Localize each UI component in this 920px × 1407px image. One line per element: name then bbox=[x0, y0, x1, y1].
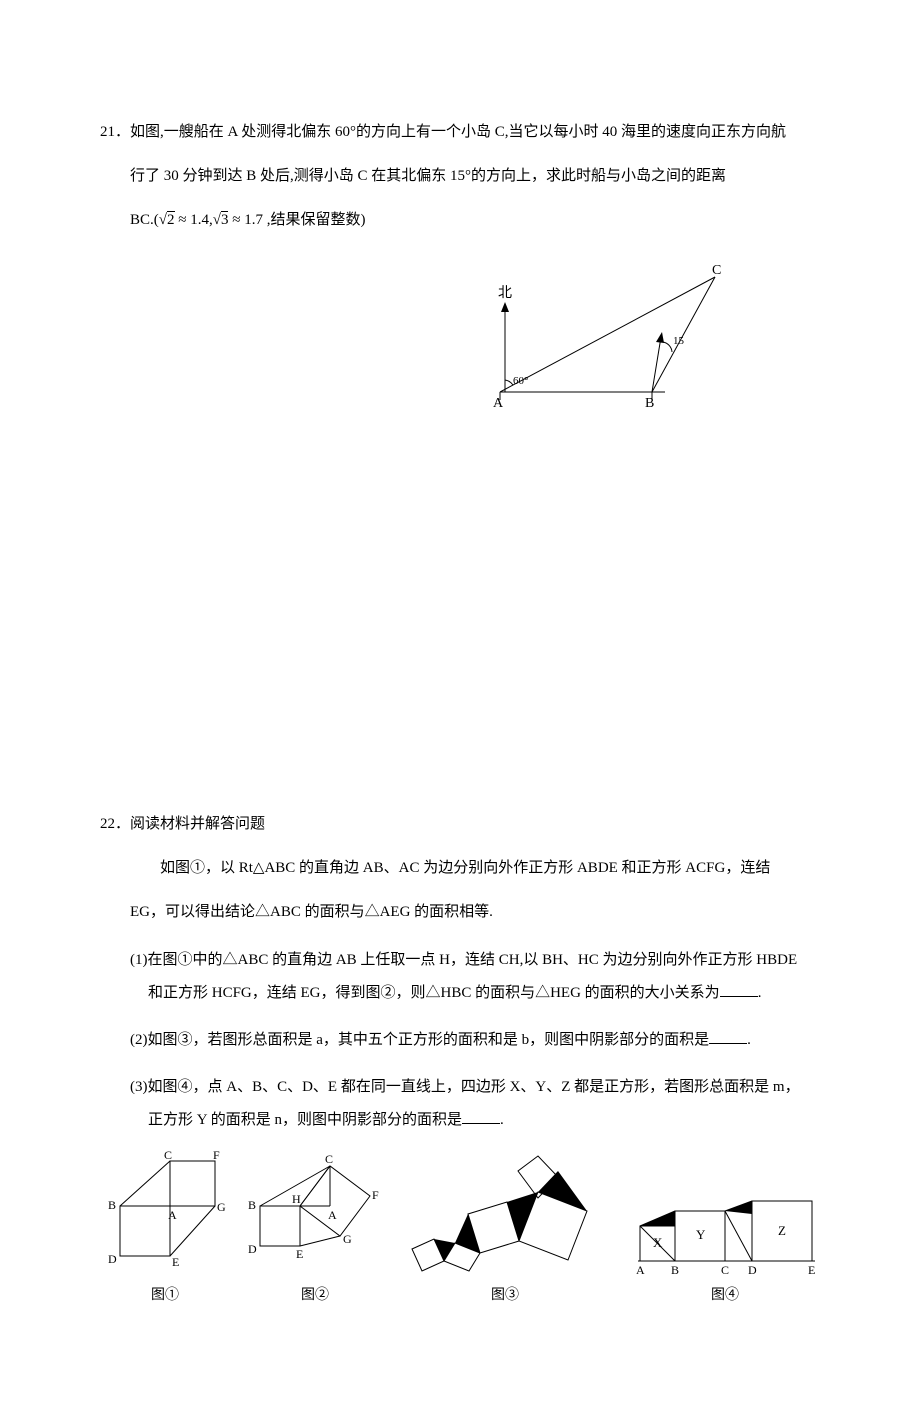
A-label: A bbox=[493, 396, 504, 411]
figure-2: B H A C F G D E 图② bbox=[240, 1151, 390, 1307]
blank-1[interactable] bbox=[720, 979, 758, 997]
p22-intro2: EG，可以得出结论△ABC 的面积与△AEG 的面积相等. bbox=[130, 900, 820, 924]
p22-sub3-suffix: . bbox=[500, 1112, 504, 1128]
p22-sub2-wrap: (2)如图③，若图形总面积是 a，其中五个正方形的面积和是 b，则图中阴影部分的… bbox=[130, 1024, 820, 1057]
svg-text:A: A bbox=[636, 1263, 645, 1277]
p21-svg: 北 C A B 60° 15 bbox=[480, 252, 740, 412]
svg-text:E: E bbox=[808, 1263, 815, 1277]
p21-l3-prefix: BC.( bbox=[130, 212, 159, 228]
p21-figure: 北 C A B 60° 15 bbox=[480, 252, 820, 412]
p21-formula-b: √3 ≈ 1.7 bbox=[213, 211, 263, 228]
p21-line1: 如图,一艘船在 A 处测得北偏东 60°的方向上有一个小岛 C,当它以每小时 4… bbox=[130, 124, 786, 140]
p21-formula-a: √2 ≈ 1.4, bbox=[159, 211, 213, 228]
p22-figure-row: C F B A G D E 图① bbox=[100, 1151, 820, 1307]
fig2-label: 图② bbox=[301, 1285, 329, 1307]
p21-l3-suffix: ,结果保留整数) bbox=[263, 212, 366, 228]
figure-3: 图③ bbox=[400, 1151, 610, 1307]
p21-text: 21．如图,一艘船在 A 处测得北偏东 60°的方向上有一个小岛 C,当它以每小… bbox=[100, 120, 820, 144]
fig4-label: 图④ bbox=[711, 1285, 739, 1307]
p22-sub2-suffix: . bbox=[747, 1032, 751, 1048]
p22-sub1a: (1)在图①中的△ABC 的直角边 AB 上任取一点 H，连结 CH,以 BH、… bbox=[130, 944, 820, 977]
svg-text:H: H bbox=[292, 1192, 301, 1206]
svg-text:B: B bbox=[671, 1263, 679, 1277]
figure-4: X Y Z A B C D E 图④ bbox=[620, 1161, 830, 1307]
svg-text:G: G bbox=[217, 1200, 226, 1214]
svg-text:C: C bbox=[325, 1152, 333, 1166]
p22-sub1-suffix: . bbox=[758, 985, 762, 1001]
p22-sub3b-wrap: 正方形 Y 的面积是 n，则图中阴影部分的面积是. bbox=[130, 1104, 820, 1137]
svg-text:A: A bbox=[168, 1208, 177, 1222]
p22-sub1b: 和正方形 HCFG，连结 EG，得到图②，则△HBC 的面积与△HEG 的面积的… bbox=[148, 985, 720, 1001]
svg-text:Y: Y bbox=[696, 1227, 706, 1242]
angle15-label: 15 bbox=[673, 335, 685, 347]
p21-line3-wrap: BC.(√2 ≈ 1.4,√3 ≈ 1.7 ,结果保留整数) bbox=[100, 208, 820, 232]
blank-2[interactable] bbox=[709, 1026, 747, 1044]
p22-intro1: 如图①，以 Rt△ABC 的直角边 AB、AC 为边分别向外作正方形 ABDE … bbox=[130, 856, 820, 880]
svg-text:E: E bbox=[172, 1255, 179, 1269]
svg-text:X: X bbox=[653, 1235, 663, 1250]
problem-22: 22．阅读材料并解答问题 如图①，以 Rt△ABC 的直角边 AB、AC 为边分… bbox=[100, 812, 820, 1307]
svg-text:D: D bbox=[108, 1252, 117, 1266]
angle60-label: 60° bbox=[513, 375, 528, 387]
fig3-label: 图③ bbox=[491, 1285, 519, 1307]
figure-1: C F B A G D E 图① bbox=[100, 1151, 230, 1307]
p22-sub2: (2)如图③，若图形总面积是 a，其中五个正方形的面积和是 b，则图中阴影部分的… bbox=[130, 1032, 709, 1048]
p22-sub1b-wrap: 和正方形 HCFG，连结 EG，得到图②，则△HBC 的面积与△HEG 的面积的… bbox=[130, 977, 820, 1010]
p21-line2: 行了 30 分钟到达 B 处后,测得小岛 C 在其北偏东 15°的方向上，求此时… bbox=[100, 164, 820, 188]
C-label: C bbox=[712, 263, 721, 278]
svg-text:G: G bbox=[343, 1232, 352, 1246]
svg-text:C: C bbox=[721, 1263, 729, 1277]
svg-text:F: F bbox=[213, 1151, 220, 1162]
svg-text:A: A bbox=[328, 1208, 337, 1222]
svg-text:B: B bbox=[248, 1198, 256, 1212]
svg-text:Z: Z bbox=[778, 1223, 786, 1238]
blank-3[interactable] bbox=[462, 1106, 500, 1124]
p22-sub3a: (3)如图④，点 A、B、C、D、E 都在同一直线上，四边形 X、Y、Z 都是正… bbox=[130, 1071, 820, 1104]
fig1-label: 图① bbox=[151, 1285, 179, 1307]
svg-text:E: E bbox=[296, 1247, 303, 1261]
p22-number: 22． bbox=[100, 816, 130, 832]
p22-sub3b: 正方形 Y 的面积是 n，则图中阴影部分的面积是 bbox=[148, 1112, 462, 1128]
north-label: 北 bbox=[498, 285, 512, 301]
svg-text:F: F bbox=[372, 1188, 379, 1202]
svg-text:D: D bbox=[748, 1263, 757, 1277]
p21-number: 21． bbox=[100, 124, 130, 140]
problem-21: 21．如图,一艘船在 A 处测得北偏东 60°的方向上有一个小岛 C,当它以每小… bbox=[100, 120, 820, 412]
svg-text:D: D bbox=[248, 1242, 257, 1256]
svg-text:C: C bbox=[164, 1151, 172, 1162]
B-label: B bbox=[645, 396, 654, 411]
svg-text:B: B bbox=[108, 1198, 116, 1212]
p22-line1: 22．阅读材料并解答问题 bbox=[100, 812, 820, 836]
p22-heading: 阅读材料并解答问题 bbox=[130, 816, 265, 832]
